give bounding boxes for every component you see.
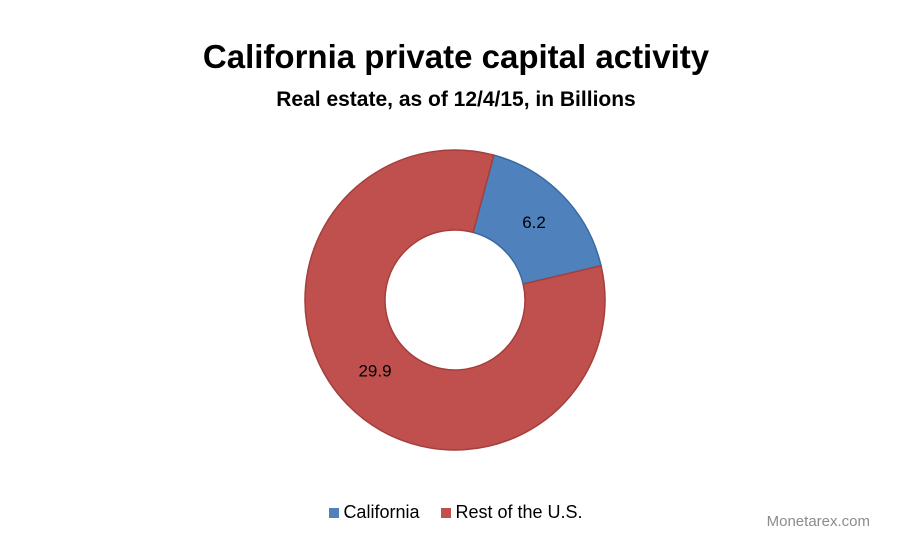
legend-swatch-california xyxy=(329,507,340,518)
data-label-rest-of-us: 29.9 xyxy=(358,361,391,380)
slice-california xyxy=(472,154,602,285)
legend-item-california: California xyxy=(329,502,419,523)
chart-title: California private capital activity xyxy=(202,38,710,75)
legend-label-california: California xyxy=(343,502,420,522)
slice-rest-of-us xyxy=(304,149,606,451)
legend-swatch-rest-of-us xyxy=(441,507,452,518)
chart-subtitle: Real estate, as of 12/4/15, in Billions xyxy=(276,88,636,111)
data-label-california: 6.2 xyxy=(522,213,546,232)
watermark: Monetarex.com xyxy=(766,513,870,530)
legend: California Rest of the U.S. xyxy=(0,502,912,523)
legend-item-rest-of-us: Rest of the U.S. xyxy=(441,502,583,523)
legend-label-rest-of-us: Rest of the U.S. xyxy=(455,502,583,522)
